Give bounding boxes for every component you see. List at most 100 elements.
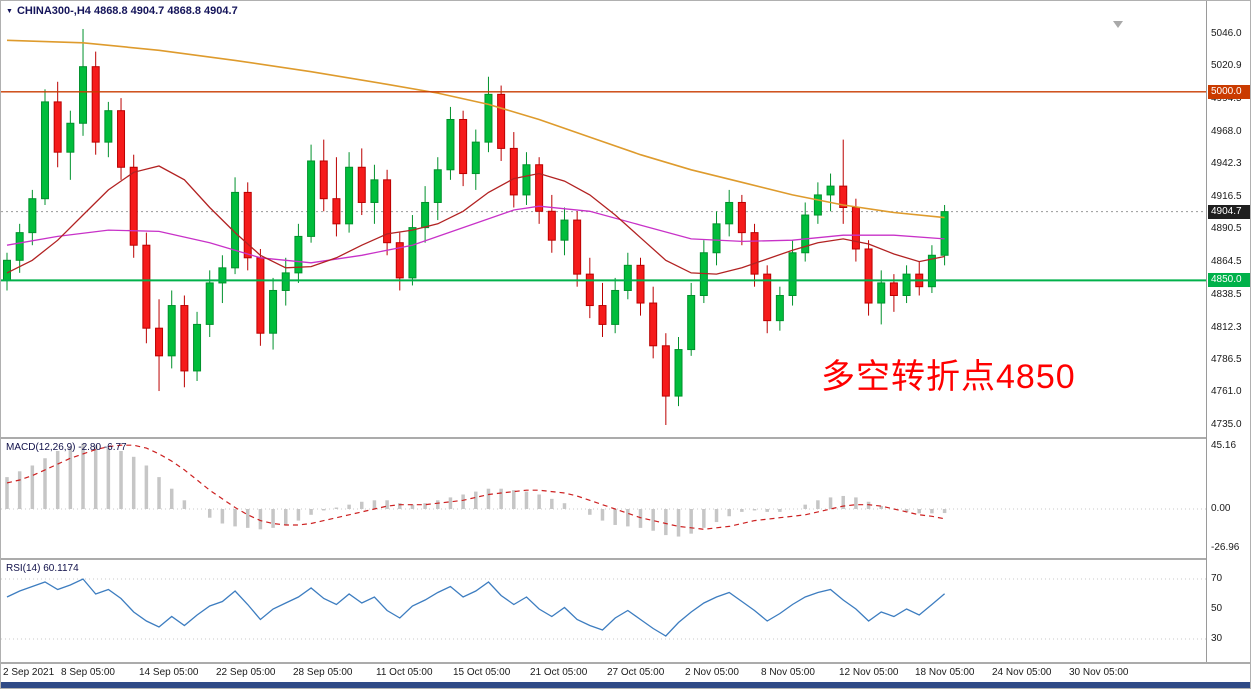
candle-body	[535, 164, 544, 212]
candle-body	[763, 273, 772, 322]
candle-body	[471, 141, 480, 175]
annotation-text: 多空转折点4850	[821, 358, 1076, 396]
price-axis-label: 5020.9	[1211, 59, 1242, 71]
candle-body	[725, 201, 734, 225]
rsi-panel[interactable]: RSI(14) 60.1174	[1, 560, 1206, 662]
price-tag-5000[interactable]: 5000.0	[1208, 84, 1250, 99]
candle-body	[155, 327, 164, 357]
candlestick-chart-svg	[1, 21, 1206, 425]
candle-body	[889, 282, 898, 296]
candle-body	[560, 219, 569, 241]
candle-body	[433, 169, 442, 203]
chart-title: ▼ CHINA300-,H4 4868.8 4904.7 4868.8 4904…	[6, 5, 238, 17]
panel-separator-time	[1, 662, 1250, 664]
candle-body	[826, 185, 835, 196]
candle-body	[636, 264, 645, 304]
price-axis-label: 4761.0	[1211, 386, 1242, 398]
candle-body	[28, 198, 37, 234]
macd-axis-label: -26.96	[1211, 542, 1240, 554]
rsi-axis-label: 70	[1211, 573, 1223, 584]
main-chart-panel[interactable]: ▼ CHINA300-,H4 4868.8 4904.7 4868.8 4904…	[1, 1, 1206, 437]
candle-body	[775, 294, 784, 322]
candle-body	[737, 201, 746, 234]
candle-body	[674, 349, 683, 397]
time-axis-label: 8 Sep 05:00	[61, 667, 115, 678]
candle-body	[332, 198, 341, 225]
candle-body	[801, 214, 810, 254]
chart-shift-marker-icon[interactable]	[1113, 21, 1123, 28]
candle-body	[307, 160, 316, 237]
candle-body	[205, 282, 214, 325]
candle-body	[547, 210, 556, 241]
candle-body	[345, 166, 354, 225]
price-tag-current: 4904.7	[1208, 204, 1250, 219]
price-tag-4850[interactable]: 4850.0	[1208, 273, 1250, 288]
time-axis-label: 2 Sep 2021	[3, 667, 55, 678]
price-axis-label: 4786.5	[1211, 354, 1242, 366]
time-axis-label: 22 Sep 05:00	[216, 667, 276, 678]
candle-body	[649, 302, 658, 347]
candle-body	[53, 101, 62, 153]
candle-body	[3, 259, 11, 281]
time-axis-label: 24 Nov 05:00	[992, 667, 1052, 678]
candle-body	[383, 179, 392, 244]
candle-body	[623, 264, 632, 291]
candle-body	[129, 166, 138, 246]
candle-body	[940, 211, 949, 256]
rsi-label: RSI(14) 60.1174	[6, 563, 79, 574]
candle-body	[509, 147, 518, 196]
candle-body	[446, 118, 455, 171]
candle-body	[788, 252, 797, 296]
price-axis-label: 4968.0	[1211, 126, 1242, 138]
candle-body	[408, 227, 417, 279]
candle-body	[598, 305, 607, 325]
price-axis-label: 4916.5	[1211, 190, 1242, 202]
price-axis-label: 4735.0	[1211, 418, 1242, 430]
time-axis-label: 11 Oct 05:00	[376, 667, 433, 678]
candle-body	[421, 201, 430, 229]
candle-body	[66, 122, 75, 153]
macd-panel[interactable]: MACD(12,26,9) -2.80 -6.77	[1, 439, 1206, 558]
symbol-dropdown-icon: ▼	[6, 7, 13, 15]
candle-body	[395, 242, 404, 279]
time-axis-label: 18 Nov 05:00	[915, 667, 975, 678]
price-axis-label: 5046.0	[1211, 28, 1242, 39]
candle-body	[750, 232, 759, 275]
chart-title-text: CHINA300-,H4 4868.8 4904.7 4868.8 4904.7	[16, 5, 238, 17]
candle-body	[877, 282, 886, 304]
candle-body	[193, 323, 202, 372]
candle-body	[357, 166, 366, 203]
macd-label: MACD(12,26,9) -2.80 -6.77	[6, 442, 127, 453]
candle-body	[294, 235, 303, 274]
candle-body	[497, 93, 506, 149]
macd-chart-svg	[1, 443, 1206, 537]
candle-body	[687, 294, 696, 351]
candle-body	[243, 191, 252, 259]
candle-body	[319, 160, 328, 200]
time-axis-label: 14 Sep 05:00	[139, 667, 199, 678]
price-axis-label: 4864.5	[1211, 256, 1242, 268]
candle-body	[712, 223, 721, 254]
candle-body	[142, 244, 151, 329]
price-axis[interactable]: 5046.05020.94994.54968.04942.34916.54890…	[1206, 1, 1250, 662]
candle-body	[167, 305, 176, 357]
macd-signal-line	[6, 444, 945, 530]
candle-body	[370, 179, 379, 203]
time-axis[interactable]: 2 Sep 2021 8 Sep 05:00 14 Sep 05:00 22 Sep …	[1, 664, 1250, 682]
price-axis-label: 4942.3	[1211, 158, 1242, 170]
candle-body	[864, 248, 873, 304]
candle-body	[522, 164, 531, 196]
candle-body	[218, 267, 227, 284]
ma-orange-line	[6, 39, 945, 219]
candle-body	[813, 194, 822, 216]
ma-magenta-line	[6, 205, 945, 264]
panel-separator-macd[interactable]	[1, 437, 1250, 439]
candle-body	[585, 273, 594, 307]
ma-red-line	[6, 165, 945, 275]
time-axis-label: 12 Nov 05:00	[839, 667, 899, 678]
panel-separator-rsi[interactable]	[1, 558, 1250, 560]
bottom-bar	[1, 682, 1250, 688]
time-axis-label: 2 Nov 05:00	[685, 667, 739, 678]
time-axis-label: 21 Oct 05:00	[530, 667, 588, 678]
